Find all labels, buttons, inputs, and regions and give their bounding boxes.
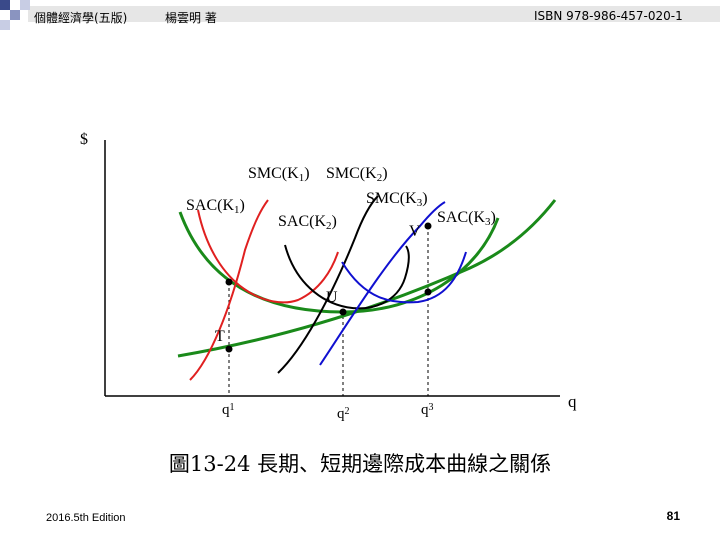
sac-k3-label: SAC(K3) (437, 209, 496, 228)
slide-header: 個體經濟學(五版) 楊雲明 著 ISBN 978-986-457-020-1 (0, 0, 720, 30)
sac-k2-label: SAC(K2) (278, 213, 337, 232)
y-axis-label: $ (80, 131, 88, 148)
point-k3-minimum (424, 288, 432, 296)
long-run-marginal-cost-curve (177, 199, 557, 358)
book-author: 楊雲明 著 (165, 11, 217, 25)
x-tick-q2: q2 (337, 406, 350, 422)
sac-k2-curve (284, 244, 410, 310)
sac-k1-curve (197, 209, 339, 304)
figure-caption: 圖13-24 長期、短期邊際成本曲線之關係 (168, 452, 552, 476)
x-tick-q1: q1 (222, 402, 235, 418)
header-square-decoration (10, 10, 20, 20)
smc-k2-label: SMC(K2) (326, 165, 388, 184)
smc-k1-label: SMC(K1) (248, 165, 310, 184)
header-square-decoration (0, 0, 10, 10)
point-u-label: U (326, 289, 338, 306)
long-run-average-cost-curve (178, 211, 500, 314)
page-number: 81 (666, 509, 680, 523)
point-t (225, 345, 233, 353)
x-tick-q3: q3 (421, 402, 434, 418)
smc-k3-label: SMC(K3) (366, 190, 428, 209)
point-k1-smc-sac (225, 278, 233, 286)
header-band (28, 6, 720, 22)
book-title: 個體經濟學(五版) (34, 11, 128, 25)
edition-label: 2016.5th Edition (46, 512, 126, 524)
smc-k2-curve (277, 195, 379, 374)
sac-k1-label: SAC(K1) (186, 197, 245, 216)
point-t-label: T (215, 328, 225, 345)
header-square-decoration (20, 0, 30, 10)
header-square-decoration (0, 20, 10, 30)
smc-k1-curve (189, 199, 269, 381)
point-v (424, 222, 432, 230)
smc-k3-curve (319, 201, 446, 366)
point-v-label: V (409, 223, 421, 240)
sac-k3-curve (341, 251, 467, 304)
point-u (339, 308, 347, 316)
book-isbn: ISBN 978-986-457-020-1 (534, 9, 683, 23)
x-axis-label: q (568, 392, 577, 411)
